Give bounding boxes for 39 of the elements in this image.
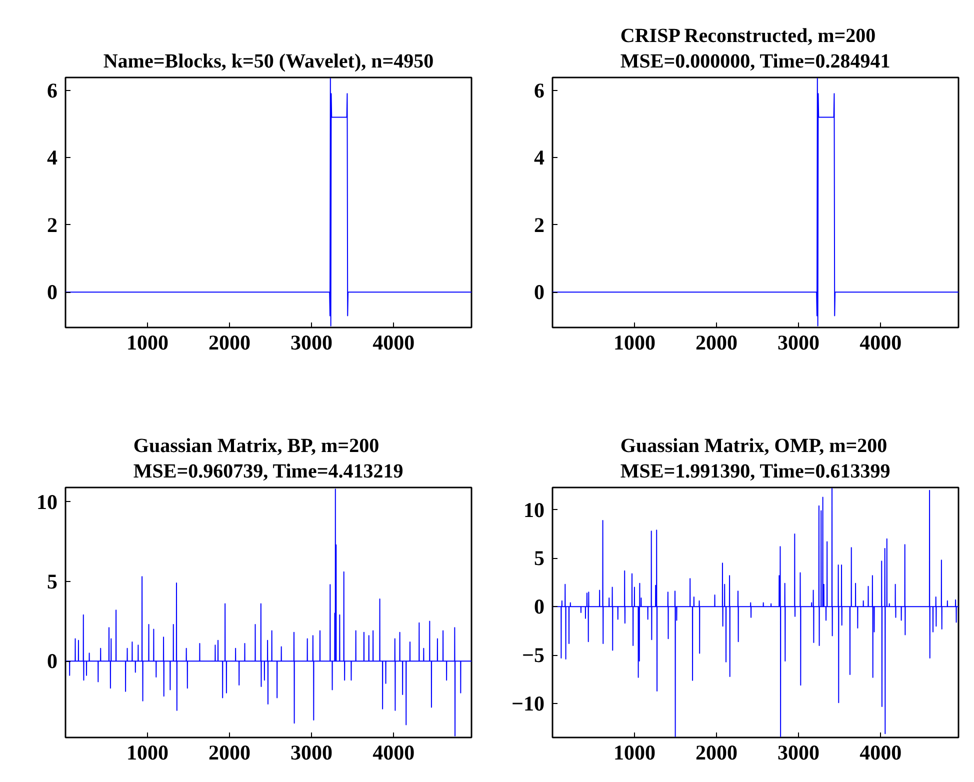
y-tick-label: 0 bbox=[534, 594, 544, 619]
x-tick-label: 2000 bbox=[208, 740, 250, 764]
y-tick-label: 0 bbox=[47, 649, 58, 674]
y-tick-label: 4 bbox=[47, 146, 58, 170]
chart-subtitle: MSE=0.960739, Time=4.413219 bbox=[133, 460, 404, 482]
x-tick-label: 4000 bbox=[372, 740, 415, 764]
y-tick-label: 6 bbox=[47, 78, 58, 102]
x-tick-label: 3000 bbox=[290, 740, 333, 764]
x-tick-label: 2000 bbox=[695, 330, 738, 354]
chart-title: CRISP Reconstructed, m=200 bbox=[620, 25, 876, 48]
y-tick-label: 10 bbox=[36, 490, 58, 514]
x-tick-label: 1000 bbox=[126, 330, 168, 354]
x-tick-label: 3000 bbox=[778, 740, 820, 764]
x-tick-label: 3000 bbox=[778, 330, 820, 354]
y-tick-label: 4 bbox=[534, 146, 545, 170]
x-tick-label: 1000 bbox=[613, 740, 656, 764]
chart-subtitle: MSE=0.000000, Time=0.284941 bbox=[620, 50, 890, 72]
y-tick-label: 0 bbox=[47, 280, 58, 304]
x-tick-label: 4000 bbox=[860, 330, 902, 354]
y-tick-label: 10 bbox=[524, 498, 544, 522]
x-tick-label: 4000 bbox=[372, 330, 415, 354]
x-tick-label: 2000 bbox=[208, 330, 250, 354]
y-tick-label: 5 bbox=[47, 569, 58, 594]
y-tick-label: −10 bbox=[512, 692, 544, 716]
x-tick-label: 3000 bbox=[290, 330, 333, 354]
y-tick-label: 5 bbox=[534, 546, 544, 570]
x-tick-label: 1000 bbox=[613, 330, 656, 354]
chart-title: Guassian Matrix, BP, m=200 bbox=[133, 435, 380, 458]
y-tick-label: −5 bbox=[522, 643, 544, 668]
y-tick-label: 6 bbox=[534, 78, 544, 102]
y-tick-label: 2 bbox=[534, 212, 544, 237]
y-tick-label: 0 bbox=[534, 280, 544, 304]
chart-title: Name=Blocks, k=50 (Wavelet), n=4950 bbox=[103, 50, 434, 72]
x-tick-label: 4000 bbox=[860, 740, 902, 764]
x-tick-label: 1000 bbox=[126, 740, 168, 764]
x-tick-label: 2000 bbox=[695, 740, 738, 764]
y-tick-label: 2 bbox=[47, 212, 58, 237]
chart-title: Guassian Matrix, OMP, m=200 bbox=[620, 435, 888, 458]
chart-subtitle: MSE=1.991390, Time=0.613399 bbox=[620, 460, 890, 482]
